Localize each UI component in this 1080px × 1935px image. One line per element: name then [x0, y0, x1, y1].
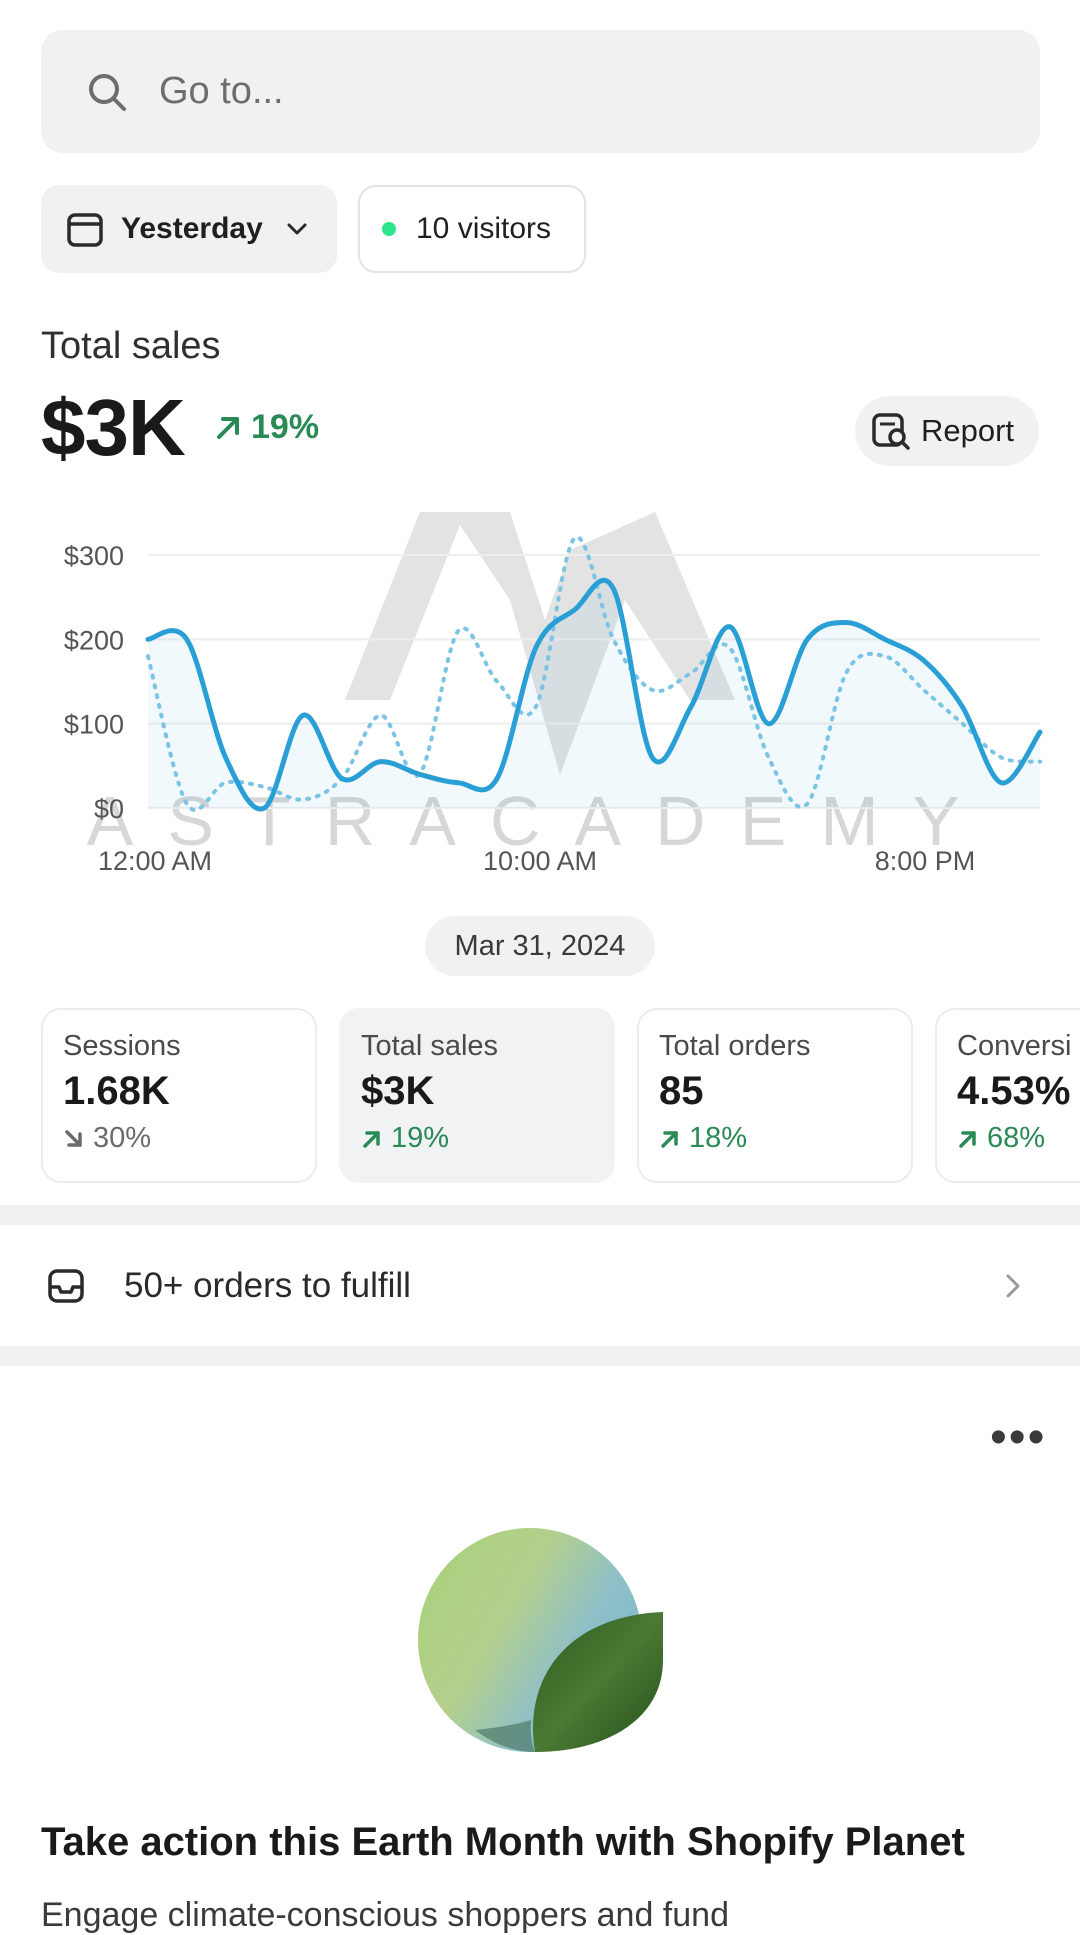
x-tick-label: 8:00 PM: [875, 846, 976, 876]
x-tick-label: 12:00 AM: [98, 846, 212, 876]
series-line-comparison: [146, 535, 1042, 812]
card-change-value: 68%: [987, 1122, 1046, 1154]
card-change: 19%: [361, 1122, 613, 1155]
section-divider: [0, 1205, 1080, 1225]
card-title: Conversi: [957, 1030, 1072, 1062]
card-change-value: 30%: [93, 1122, 152, 1154]
section-divider: [0, 1346, 1080, 1366]
inbox-icon: [48, 1269, 84, 1303]
orders-to-fulfill-row[interactable]: 50+ orders to fulfill: [0, 1225, 1080, 1347]
metric-card-total-orders[interactable]: Total orders 85 18%: [637, 1008, 913, 1183]
series-line-current: [145, 578, 1043, 812]
card-change: 18%: [659, 1122, 911, 1155]
card-value: $3K: [361, 1069, 435, 1113]
y-tick-label: $300: [64, 541, 124, 571]
card-change-value: 19%: [391, 1122, 450, 1154]
metric-title: Total sales: [41, 325, 221, 367]
metric-card-total-sales[interactable]: Total sales $3K 19%: [339, 1008, 615, 1183]
more-options-button[interactable]: •••: [990, 1411, 1047, 1464]
card-change: 30%: [63, 1122, 315, 1155]
card-title: Total orders: [659, 1030, 811, 1062]
search-icon: [89, 73, 126, 111]
metric-card-sessions[interactable]: Sessions 1.68K 30%: [41, 1008, 317, 1183]
arrow-up-right-icon: [661, 1130, 678, 1148]
metric-value: $3K: [41, 383, 186, 472]
y-tick-label: $0: [94, 794, 124, 824]
search-placeholder: Go to...: [159, 70, 284, 112]
metric-change: 19%: [213, 408, 319, 447]
orders-to-fulfill-label: 50+ orders to fulfill: [124, 1266, 411, 1305]
search-input[interactable]: Go to...: [41, 30, 1040, 153]
report-icon: [872, 413, 910, 450]
y-tick-label: $100: [64, 710, 124, 740]
date-range-label: Yesterday: [121, 212, 263, 245]
chevron-right-icon: [1006, 1274, 1020, 1298]
chevron-down-icon: [287, 223, 307, 235]
date-range-button[interactable]: Yesterday: [41, 185, 337, 273]
x-tick-label: 10:00 AM: [483, 846, 597, 876]
metric-card-conversion[interactable]: Conversi 4.53% 68%: [935, 1008, 1080, 1183]
promo-title: Take action this Earth Month with Shopif…: [41, 1820, 965, 1864]
y-tick-label: $200: [64, 625, 124, 655]
visitors-label: 10 visitors: [416, 212, 552, 245]
card-title: Sessions: [63, 1030, 181, 1062]
report-label: Report: [921, 413, 1015, 448]
card-value: 1.68K: [63, 1069, 170, 1113]
card-value: 85: [659, 1069, 704, 1113]
shopify-planet-illustration: [418, 1528, 663, 1752]
promo-body: Engage climate-conscious shoppers and fu…: [41, 1896, 729, 1934]
arrow-up-right-icon: [363, 1130, 380, 1148]
card-value: 4.53%: [957, 1069, 1071, 1113]
arrow-up-right-icon: [217, 416, 239, 439]
live-dot-icon: [382, 222, 396, 236]
sales-chart: $300 $200 $100 $0 12:00 AM 10:00 AM 8:00 PM: [64, 535, 1043, 876]
chart-date-label: Mar 31, 2024: [425, 916, 655, 976]
card-change-value: 18%: [689, 1122, 748, 1154]
arrow-down-right-icon: [65, 1129, 82, 1147]
arrow-up-right-icon: [959, 1130, 976, 1148]
card-change: 68%: [957, 1122, 1080, 1155]
card-title: Total sales: [361, 1030, 499, 1062]
series-area: [148, 580, 1040, 810]
calendar-icon: [67, 213, 103, 247]
report-button[interactable]: Report: [855, 396, 1039, 466]
live-visitors-button[interactable]: 10 visitors: [358, 185, 586, 273]
metric-change-value: 19%: [251, 408, 320, 446]
